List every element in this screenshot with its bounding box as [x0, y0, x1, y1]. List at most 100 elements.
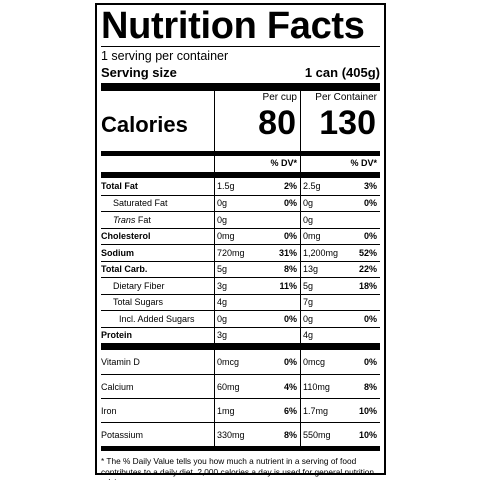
- nutrient-container-dv: 0%: [363, 313, 377, 324]
- trans-suffix: Fat: [135, 214, 151, 225]
- thick-divider: [101, 172, 380, 178]
- nutrient-name: Cholesterol: [101, 231, 151, 242]
- vitamin-cup-dv: 8%: [283, 429, 297, 440]
- nutrient-cup-dv: [264, 212, 300, 228]
- dv-header-cup: % DV*: [214, 156, 300, 172]
- vitamin-container-dv: 10%: [358, 405, 377, 416]
- nutrient-name: Dietary Fiber: [113, 280, 165, 291]
- nutrient-row: Total Fat 1.5g 2% 2.5g 3%: [101, 178, 380, 195]
- calories-per-container: 130: [319, 104, 376, 142]
- thick-divider: [101, 343, 380, 350]
- nutrient-container-amount: 5g: [300, 278, 352, 294]
- nutrient-row: Total Carb. 5g 8% 13g 22%: [101, 260, 380, 277]
- nutrient-cup-dv: 8%: [283, 264, 297, 275]
- nutrient-name: Incl. Added Sugars: [119, 313, 195, 324]
- calories-per-container-col: Per Container 130: [300, 91, 380, 151]
- nutrient-container-amount: 7g: [300, 294, 352, 310]
- vitamin-cup-amount: 60mg: [214, 375, 264, 398]
- nutrient-cup-amount: 3g: [214, 327, 264, 343]
- vitamin-cup-amount: 330mg: [214, 423, 264, 446]
- nutrient-cup-dv: 0%: [283, 313, 297, 324]
- calories-block: Calories Per cup 80 Per Container 130: [101, 91, 380, 151]
- serving-size-value: 1 can (405g): [304, 65, 380, 80]
- vitamin-table: Vitamin D 0mcg 0% 0mcg 0% Calcium 60mg 4…: [101, 350, 380, 446]
- nutrient-name: Saturated Fat: [113, 198, 168, 209]
- trans-prefix: Trans: [113, 214, 136, 225]
- nutrient-cup-amount: 5g: [214, 261, 264, 277]
- nutrient-row: Saturated Fat 0g 0% 0g 0%: [101, 194, 380, 211]
- vitamin-name: Iron: [101, 405, 117, 416]
- nutrient-cup-dv: 2%: [283, 181, 297, 192]
- dv-header-row: % DV* % DV*: [101, 156, 380, 172]
- vitamin-container-dv: 0%: [363, 357, 377, 367]
- serving-size-label: Serving size: [101, 65, 177, 80]
- nutrient-cup-dv: 11%: [279, 280, 297, 291]
- nutrient-cup-amount: 0g: [214, 212, 264, 228]
- nutrition-label: Nutrition Facts 1 serving per container …: [95, 3, 386, 480]
- nutrient-container-dv: 0%: [363, 231, 377, 242]
- nutrient-row: Sodium 720mg 31% 1,200mg 52%: [101, 244, 380, 261]
- dv-header-container: % DV*: [300, 156, 380, 172]
- footnote: * The % Daily Value tells you how much a…: [101, 456, 375, 480]
- thick-divider: [101, 83, 380, 91]
- nutrient-row: Dietary Fiber 3g 11% 5g 18%: [101, 277, 380, 294]
- nutrient-container-dv: [352, 295, 380, 311]
- nutrient-container-amount: 2.5g: [300, 178, 352, 195]
- nutrient-table: Total Fat 1.5g 2% 2.5g 3% Saturated Fat …: [101, 178, 380, 343]
- nutrient-cup-amount: 0g: [214, 311, 264, 327]
- vitamin-name: Calcium: [101, 381, 134, 392]
- vitamin-row: Calcium 60mg 4% 110mg 8%: [101, 374, 380, 398]
- nutrient-row: Trans Fat 0g 0g: [101, 211, 380, 228]
- vitamin-cup-amount: 0mcg: [214, 350, 264, 374]
- calories-label: Calories: [101, 112, 188, 137]
- vitamin-name: Potassium: [101, 429, 144, 440]
- nutrient-container-dv: 18%: [358, 280, 377, 291]
- nutrient-cup-dv: 0%: [283, 198, 297, 209]
- nutrient-row: Incl. Added Sugars 0g 0% 0g 0%: [101, 310, 380, 327]
- nutrient-container-dv: [352, 212, 380, 228]
- nutrient-name: Trans Fat: [101, 213, 214, 227]
- nutrient-name: Total Carb.: [101, 264, 148, 275]
- nutrient-cup-dv: 31%: [278, 247, 297, 258]
- label-title: Nutrition Facts: [101, 5, 365, 47]
- servings-per-container: 1 serving per container: [101, 49, 229, 63]
- vitamin-container-amount: 110mg: [300, 375, 352, 398]
- nutrient-cup-amount: 1.5g: [214, 178, 264, 195]
- nutrient-container-dv: 3%: [363, 181, 377, 192]
- nutrient-cup-amount: 0g: [214, 195, 264, 211]
- nutrient-cup-amount: 3g: [214, 278, 264, 294]
- nutrient-cup-dv: [264, 328, 300, 344]
- nutrient-row: Total Sugars 4g 7g: [101, 293, 380, 311]
- serving-size-row: Serving size 1 can (405g): [101, 64, 380, 82]
- nutrient-container-dv: 22%: [358, 264, 377, 275]
- per-cup-header: Per cup: [262, 92, 297, 103]
- nutrient-name: Total Sugars: [113, 297, 164, 308]
- divider: [101, 46, 380, 47]
- nutrient-container-amount: 13g: [300, 261, 352, 277]
- nutrient-cup-amount: 0mg: [214, 228, 264, 244]
- nutrient-container-amount: 0mg: [300, 228, 352, 244]
- medium-divider: [101, 151, 380, 156]
- nutrient-name: Sodium: [101, 247, 134, 258]
- nutrient-container-amount: 0g: [300, 195, 352, 211]
- vitamin-row: Iron 1mg 6% 1.7mg 10%: [101, 398, 380, 422]
- vitamin-cup-dv: 6%: [283, 405, 297, 416]
- per-container-header: Per Container: [315, 92, 377, 103]
- nutrient-cup-dv: 0%: [283, 231, 297, 242]
- vitamin-row: Potassium 330mg 8% 550mg 10%: [101, 422, 380, 446]
- nutrient-container-amount: 1,200mg: [300, 245, 352, 261]
- nutrient-container-amount: 0g: [300, 311, 352, 327]
- nutrient-cup-amount: 720mg: [214, 245, 264, 261]
- nutrient-container-dv: [352, 328, 380, 344]
- calories-per-cup: 80: [258, 104, 296, 142]
- nutrient-row: Cholesterol 0mg 0% 0mg 0%: [101, 227, 380, 244]
- vitamin-container-dv: 10%: [358, 429, 377, 440]
- nutrient-row: Protein 3g 4g: [101, 326, 380, 344]
- nutrient-name: Protein: [101, 330, 133, 341]
- vitamin-container-amount: 0mcg: [300, 350, 352, 374]
- nutrient-cup-dv: [264, 295, 300, 311]
- thick-divider: [101, 446, 380, 451]
- nutrient-container-dv: 0%: [363, 198, 377, 209]
- vitamin-container-amount: 550mg: [300, 423, 352, 446]
- nutrient-container-amount: 4g: [300, 327, 352, 343]
